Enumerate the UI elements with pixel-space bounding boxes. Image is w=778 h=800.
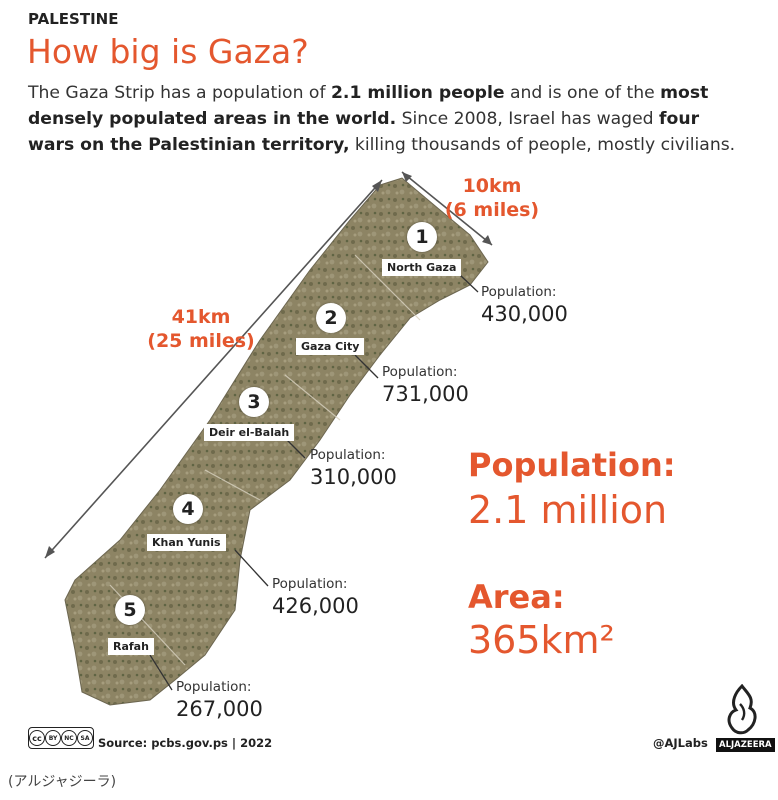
aljazeera-logo-icon — [727, 684, 757, 735]
population-value: 426,000 — [272, 594, 359, 618]
population-label: Population: — [481, 284, 557, 300]
page-title: How big is Gaza? — [27, 32, 309, 71]
total-area-heading: Area: — [468, 578, 565, 616]
population-label: Population: — [176, 679, 252, 695]
gaza-strip-shape — [64, 177, 489, 706]
creative-commons-badge: cc BY NC SA — [28, 727, 94, 749]
population-value: 731,000 — [382, 382, 469, 406]
population-value: 267,000 — [176, 697, 263, 721]
kicker: PALESTINE — [28, 10, 119, 28]
aljazeera-brand-tag: ALJAZEERA — [716, 738, 775, 752]
source-line: Source: pcbs.gov.ps | 2022 — [98, 736, 273, 750]
image-caption: (アルジャジーラ) — [8, 774, 117, 790]
governorate-name-label: Deir el-Balah — [204, 424, 295, 441]
governorate-name-label: North Gaza — [382, 259, 462, 276]
governorate-name-label: Khan Yunis — [147, 534, 226, 551]
length-label: 41km (25 miles) — [147, 306, 255, 352]
population-label: Population: — [382, 364, 458, 380]
total-area-value: 365km² — [468, 618, 615, 662]
total-population-heading: Population: — [468, 446, 676, 484]
intro-paragraph: The Gaza Strip has a population of 2.1 m… — [28, 83, 736, 155]
population-value: 310,000 — [310, 465, 397, 489]
governorate-number-badge: 2 — [316, 303, 346, 333]
total-population-value: 2.1 million — [468, 488, 668, 532]
governorate-number-badge: 3 — [239, 387, 269, 417]
governorate-name-label: Gaza City — [296, 338, 365, 355]
sa-icon: SA — [77, 730, 93, 746]
length-arrow — [44, 179, 383, 559]
cc-icon: cc — [29, 730, 45, 746]
nc-icon: NC — [61, 730, 77, 746]
width-label: 10km (6 miles) — [444, 175, 540, 221]
population-label: Population: — [310, 447, 386, 463]
aj-handle: @AJLabs — [653, 736, 708, 750]
governorate-number-badge: 5 — [115, 595, 145, 625]
population-value: 430,000 — [481, 302, 568, 326]
population-label: Population: — [272, 576, 348, 592]
width-arrow — [401, 171, 493, 246]
governorate-name-label: Rafah — [108, 638, 154, 655]
governorate-number-badge: 4 — [173, 494, 203, 524]
by-icon: BY — [45, 730, 61, 746]
governorate-number-badge: 1 — [407, 222, 437, 252]
